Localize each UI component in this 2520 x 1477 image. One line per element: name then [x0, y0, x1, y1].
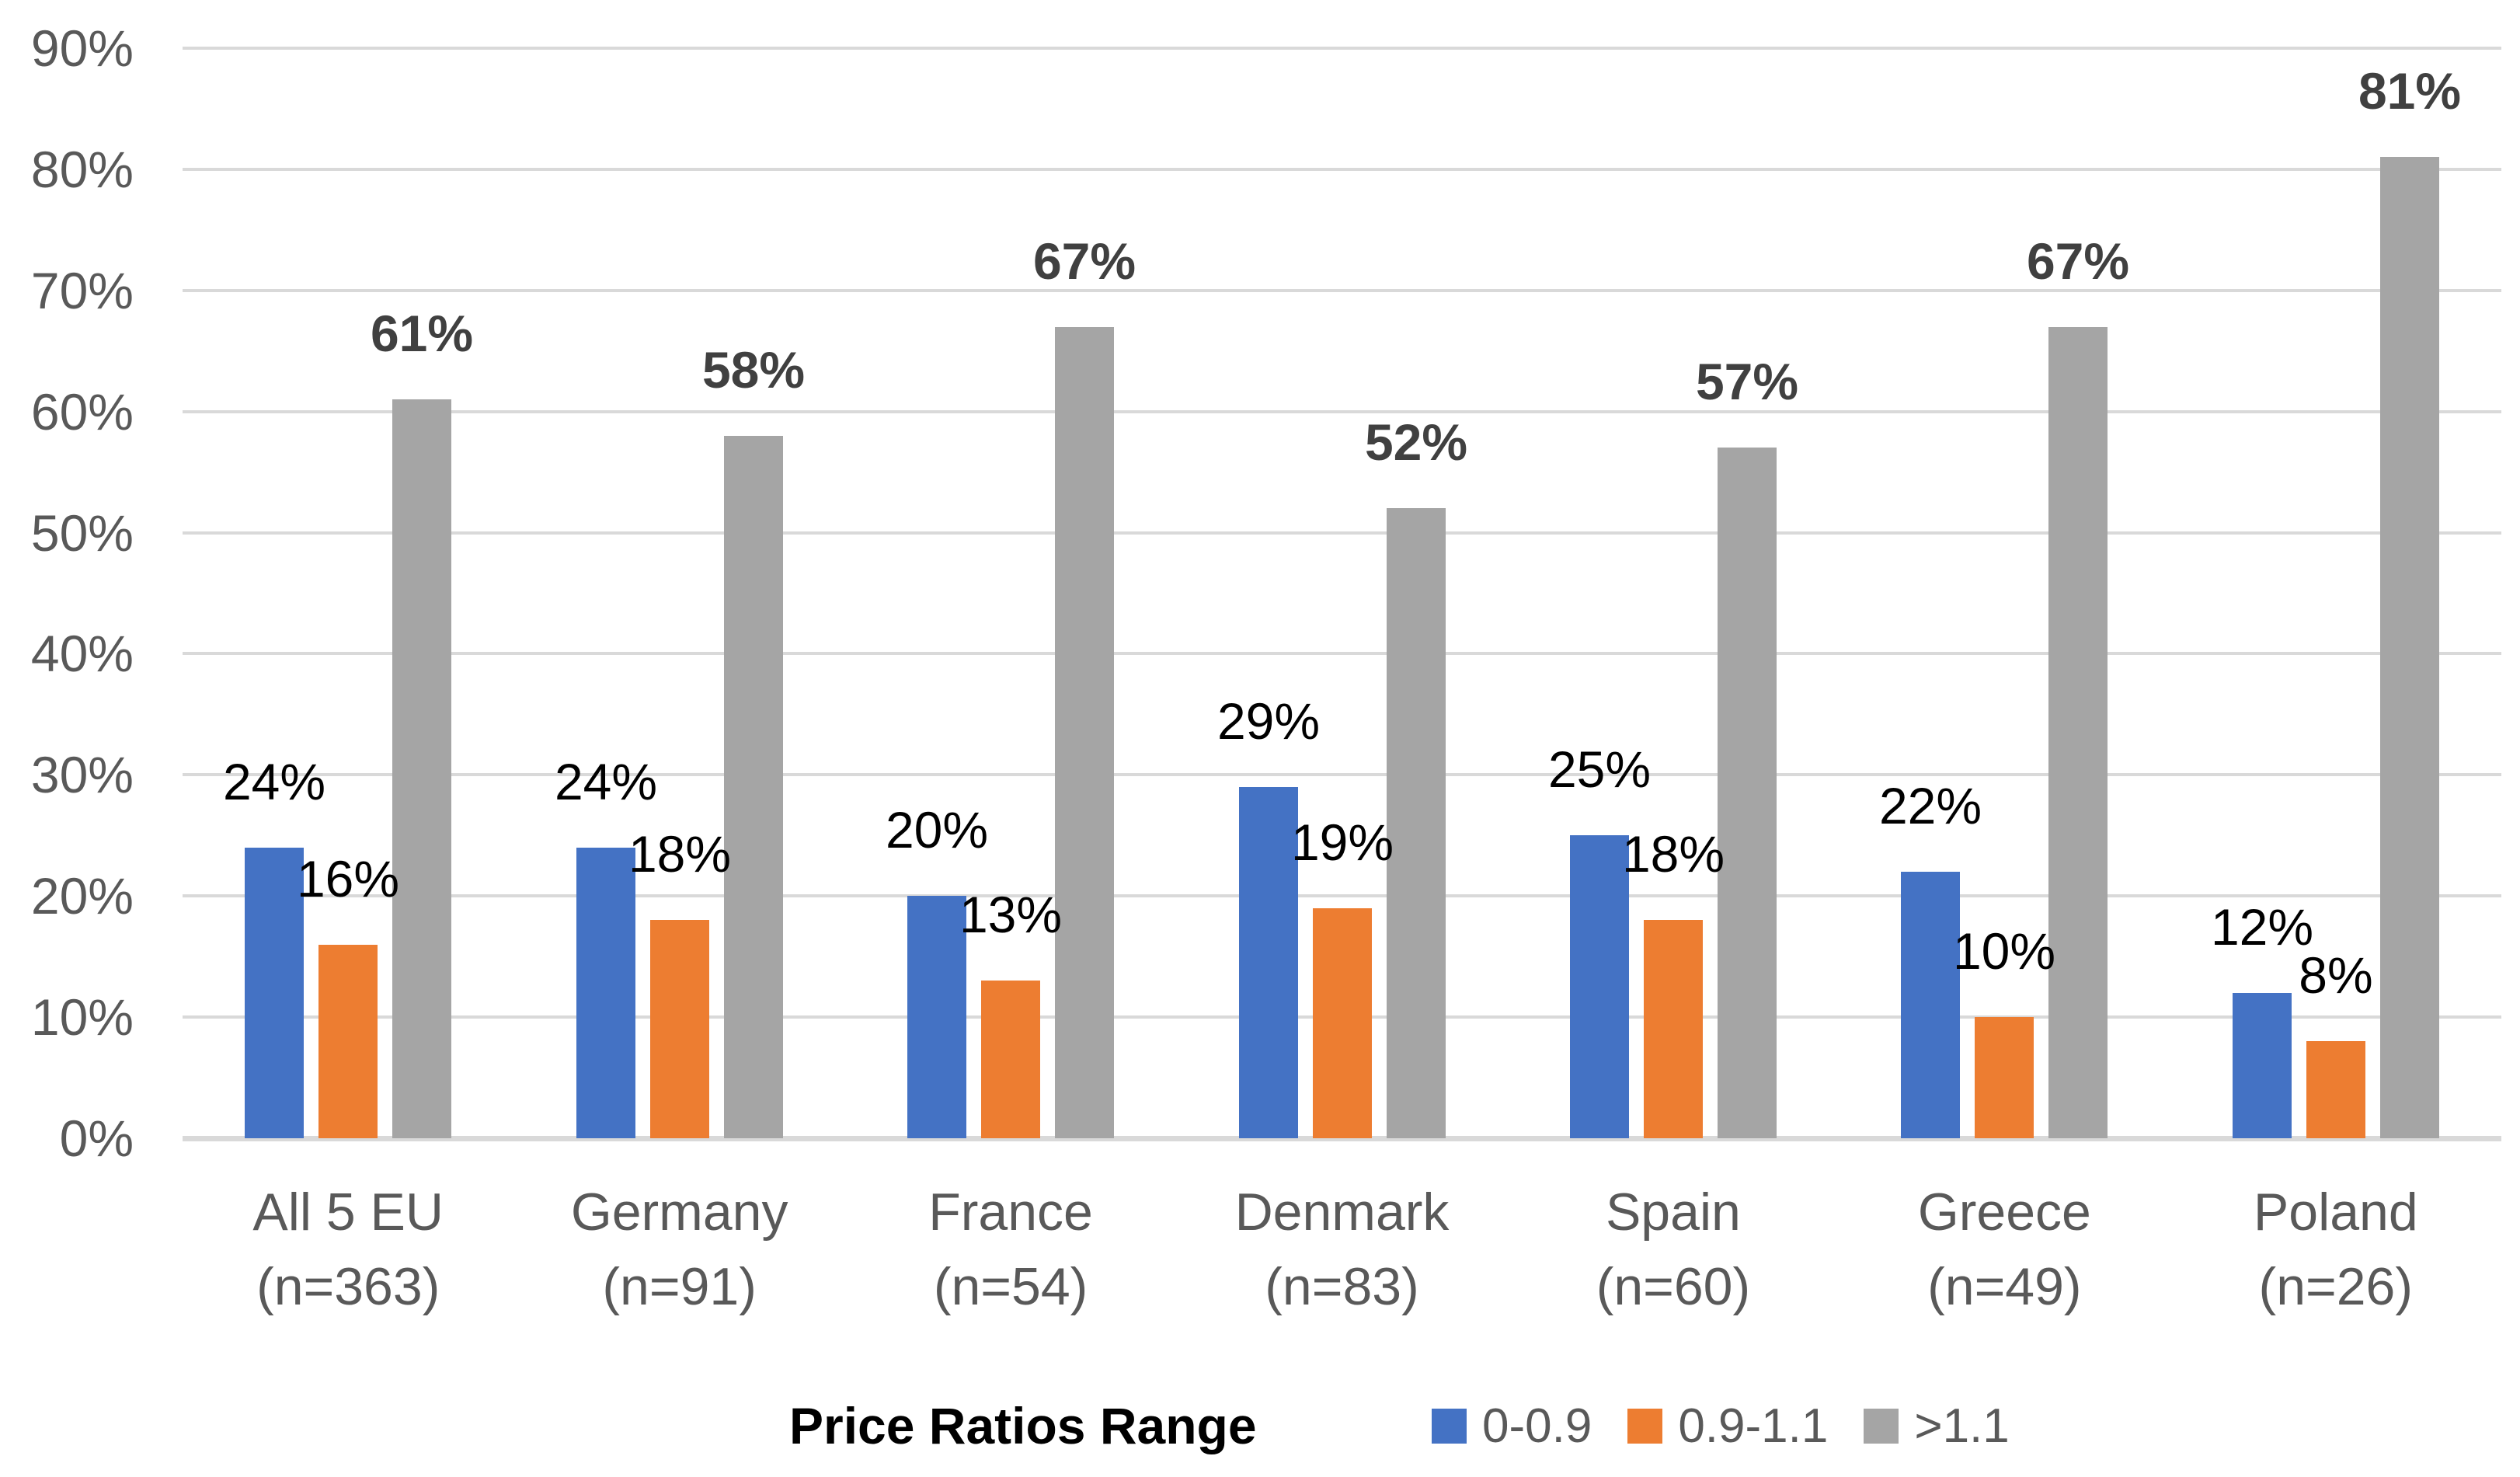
bar — [2048, 327, 2108, 1138]
data-label: 18% — [628, 825, 732, 883]
y-axis-tick-label: 40% — [30, 625, 134, 683]
bar — [245, 848, 304, 1138]
legend-item: 0.9-1.1 — [1627, 1399, 1828, 1454]
category-name: France — [928, 1183, 1093, 1242]
data-label: 67% — [1032, 232, 1136, 290]
legend-item: 0-0.9 — [1432, 1399, 1592, 1454]
data-label: 25% — [1547, 740, 1652, 798]
gridline — [183, 894, 2501, 898]
legend-item-label: >1.1 — [1914, 1399, 2010, 1453]
category-sample-size: (n=363) — [256, 1257, 440, 1316]
gridline — [183, 773, 2501, 777]
category-label: Greece (n=49) — [1839, 1175, 2170, 1324]
legend-swatch — [1432, 1408, 1467, 1444]
y-axis-tick-label: 20% — [30, 867, 134, 925]
data-label: 10% — [1952, 922, 2056, 980]
data-label: 57% — [1695, 353, 1799, 410]
category-name: Spain — [1605, 1183, 1741, 1242]
category-sample-size: (n=49) — [1927, 1257, 2082, 1316]
category-label: France (n=54) — [845, 1175, 1176, 1324]
category-label: Poland (n=26) — [2170, 1175, 2501, 1324]
legend-item-label: 0-0.9 — [1482, 1399, 1592, 1453]
bar — [1313, 908, 1372, 1138]
category-sample-size: (n=60) — [1596, 1257, 1751, 1316]
bar — [392, 399, 451, 1138]
data-label: 12% — [2210, 898, 2314, 956]
bar — [1644, 920, 1703, 1138]
legend-swatch — [1864, 1408, 1899, 1444]
y-axis-tick-label: 90% — [30, 19, 134, 77]
gridline — [183, 167, 2501, 171]
data-label: 22% — [1878, 777, 1982, 834]
category-name: Denmark — [1234, 1183, 1450, 1242]
bar — [1239, 787, 1298, 1138]
y-axis-tick-label: 70% — [30, 261, 134, 319]
bar — [318, 945, 378, 1138]
y-axis-tick-label: 80% — [30, 140, 134, 198]
y-axis-tick-label: 50% — [30, 503, 134, 562]
data-label: 19% — [1290, 813, 1394, 871]
bar — [1055, 327, 1114, 1138]
bar — [907, 896, 966, 1138]
legend-item-label: 0.9-1.1 — [1678, 1399, 1829, 1453]
x-axis-line — [183, 1136, 2501, 1141]
category-label: Germany (n=91) — [514, 1175, 845, 1324]
data-label: 24% — [222, 753, 326, 810]
y-axis-tick-label: 0% — [59, 1109, 134, 1167]
bar — [576, 848, 635, 1138]
data-label: 13% — [959, 886, 1063, 943]
bar — [2233, 993, 2292, 1138]
data-label: 58% — [701, 341, 806, 399]
category-label: Denmark (n=83) — [1177, 1175, 1508, 1324]
data-label: 29% — [1216, 692, 1321, 750]
y-axis-tick-label: 30% — [30, 746, 134, 804]
category-name: Germany — [570, 1183, 788, 1242]
data-label: 18% — [1621, 825, 1725, 883]
gridline — [183, 652, 2501, 656]
data-label: 67% — [2026, 232, 2130, 290]
data-label: 52% — [1364, 413, 1468, 471]
data-label: 16% — [296, 850, 400, 907]
bar — [1975, 1017, 2034, 1138]
legend-title: Price Ratios Range — [789, 1397, 1257, 1454]
gridline — [183, 531, 2501, 535]
category-label: All 5 EU (n=363) — [183, 1175, 513, 1324]
data-label: 61% — [370, 305, 474, 362]
category-name: Poland — [2253, 1183, 2418, 1242]
legend-swatch — [1627, 1408, 1663, 1444]
gridline — [183, 288, 2501, 292]
bar — [1901, 872, 1960, 1138]
data-label: 20% — [885, 801, 989, 859]
legend-item: >1.1 — [1864, 1399, 2010, 1454]
bar — [724, 436, 783, 1138]
bar — [2306, 1041, 2365, 1138]
bar — [1570, 835, 1629, 1138]
category-label: Spain (n=60) — [1508, 1175, 1839, 1324]
data-label: 24% — [554, 753, 658, 810]
category-sample-size: (n=83) — [1265, 1257, 1419, 1316]
bar — [2380, 157, 2439, 1138]
gridline — [183, 47, 2501, 50]
legend: 0-0.9 0.9-1.1 >1.1 — [1432, 1392, 2010, 1459]
category-sample-size: (n=26) — [2258, 1257, 2414, 1316]
category-name: All 5 EU — [252, 1183, 444, 1242]
gridline — [183, 409, 2501, 413]
category-name: Greece — [1917, 1183, 2091, 1242]
y-axis-tick-label: 10% — [30, 988, 134, 1047]
bar — [981, 981, 1040, 1138]
bar — [650, 920, 709, 1138]
y-axis-tick-label: 60% — [30, 382, 134, 441]
data-label: 81% — [2358, 62, 2462, 120]
category-sample-size: (n=91) — [602, 1257, 757, 1316]
category-sample-size: (n=54) — [933, 1257, 1088, 1316]
bar — [1718, 448, 1777, 1138]
bar — [1387, 508, 1446, 1138]
data-label: 8% — [2299, 946, 2373, 1004]
